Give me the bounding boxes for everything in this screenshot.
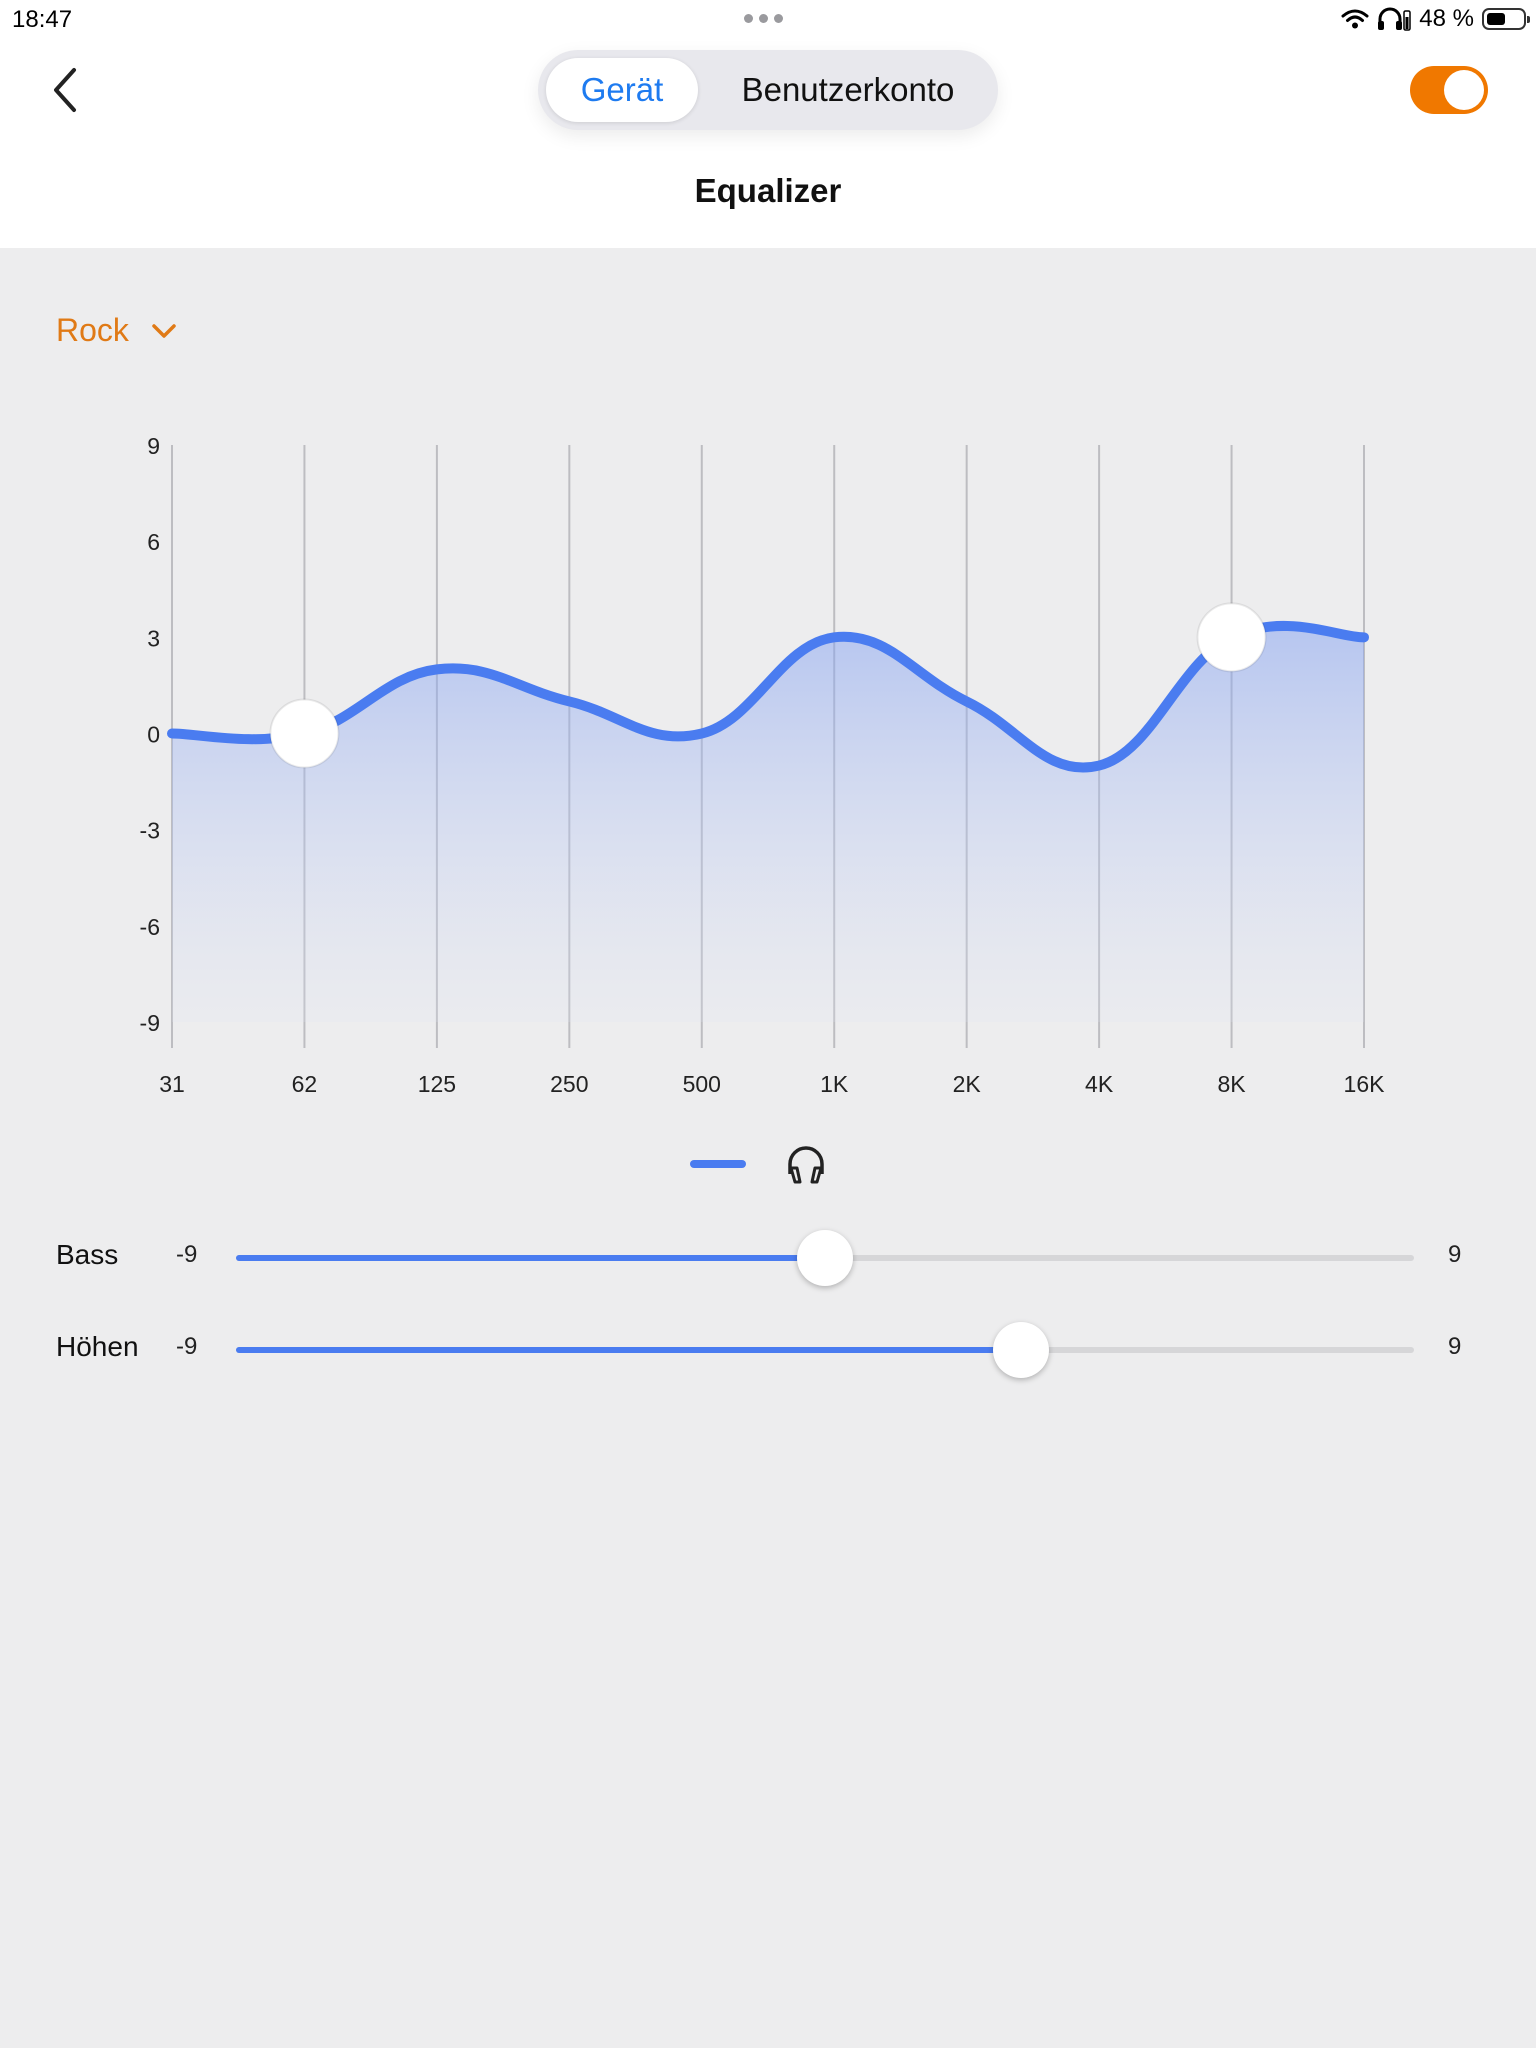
eq-handle-8K[interactable] [1196,602,1267,673]
y-tick-label: 0 [147,722,160,748]
x-tick-label: 2K [953,1071,982,1097]
x-tick-label: 1K [820,1071,849,1097]
y-tick-label: 9 [147,433,160,459]
y-tick-label: -9 [140,1010,160,1036]
x-tick-label: 500 [683,1071,721,1097]
bass-label: Bass [56,1239,119,1270]
bass-max: 9 [1448,1241,1462,1268]
y-tick-label: -3 [140,818,160,844]
eq-band-point-125 [433,665,441,673]
treble-slider[interactable] [236,1322,1414,1378]
eq-band-point-500 [698,730,706,738]
treble-max: 9 [1448,1333,1462,1360]
segmented-control: Gerät Benutzerkonto [538,50,998,130]
tab-benutzerkonto[interactable]: Benutzerkonto [741,71,955,108]
back-button[interactable] [44,64,88,116]
treble-slider-fill [236,1347,1022,1353]
headphones-battery-icon [1378,7,1412,31]
eq-band-point-31 [168,730,176,738]
chevron-left-icon [54,68,76,112]
wifi-icon [1341,9,1369,29]
eq-curve-fill [172,625,1364,1022]
treble-slider-row: Höhen -9 9 [0,1319,1536,1379]
eq-band-point-1K [830,633,838,641]
treble-slider-thumb[interactable] [993,1322,1050,1378]
y-tick-label: -6 [140,914,160,940]
equalizer-toggle[interactable] [1410,66,1488,114]
tab-geraet[interactable]: Gerät [546,58,698,122]
eq-band-point-2K [963,697,971,705]
battery-percent: 48 % [1419,5,1474,32]
x-tick-label: 4K [1085,1071,1114,1097]
eq-band-point-16K [1360,633,1368,641]
chevron-down-icon [152,323,176,338]
treble-label: Höhen [56,1331,139,1362]
bass-min: -9 [176,1241,198,1268]
battery-icon [1482,8,1530,30]
headphones-icon [788,1146,824,1184]
legend-curve-swatch [690,1160,746,1168]
top-bar: 18:47 48 % Gerät Benutzerkonto Equalizer [0,0,1536,248]
y-tick-label: 3 [147,625,160,651]
x-tick-label: 31 [159,1071,185,1097]
preset-selector[interactable]: Rock [56,312,177,349]
equalizer-chart[interactable]: 9 6 3 0 -3 -6 -9 31 62 125 250 500 1K 2K 4K 8K 16K [0,400,1536,1120]
bass-slider-thumb[interactable] [797,1230,853,1286]
status-icons: 48 % [1341,5,1530,33]
multitasking-dots-icon[interactable] [744,14,783,23]
x-tick-label: 16K [1344,1071,1386,1097]
status-time: 18:47 [12,6,73,33]
bass-slider-fill [236,1255,825,1261]
chart-legend [690,1142,828,1186]
x-tick-label: 8K [1217,1071,1246,1097]
x-tick-label: 62 [292,1071,318,1097]
bass-slider[interactable] [236,1230,1414,1286]
eq-band-point-4K [1095,762,1103,770]
eq-curve-line [167,620,1369,773]
y-tick-label: 6 [147,529,160,555]
x-tick-label: 125 [418,1071,456,1097]
eq-band-point-250 [565,697,573,705]
bass-slider-row: Bass -9 9 [0,1227,1536,1287]
page-title: Equalizer [694,172,842,209]
x-tick-label: 250 [550,1071,588,1097]
preset-label: Rock [56,312,129,348]
treble-min: -9 [176,1333,198,1360]
toggle-knob [1444,70,1484,110]
eq-handle-62[interactable] [269,698,340,769]
